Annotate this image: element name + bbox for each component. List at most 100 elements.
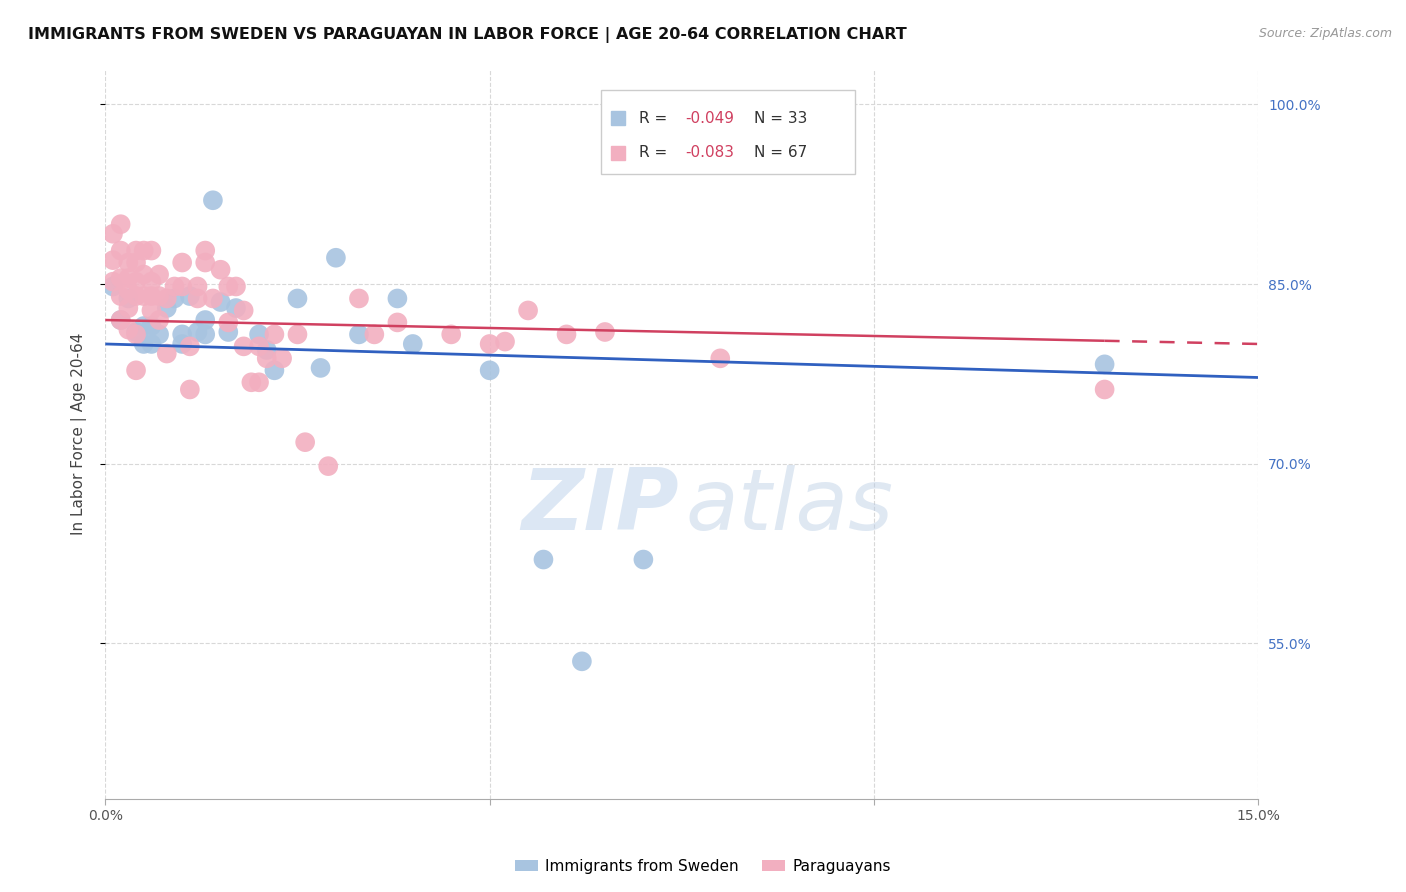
- Text: IMMIGRANTS FROM SWEDEN VS PARAGUAYAN IN LABOR FORCE | AGE 20-64 CORRELATION CHAR: IMMIGRANTS FROM SWEDEN VS PARAGUAYAN IN …: [28, 27, 907, 43]
- Point: [125, 244, 148, 258]
- Point: [232, 303, 254, 318]
- Point: [478, 337, 501, 351]
- Point: [117, 292, 139, 306]
- Point: [247, 339, 270, 353]
- Point: [125, 363, 148, 377]
- Y-axis label: In Labor Force | Age 20-64: In Labor Force | Age 20-64: [72, 333, 87, 535]
- Point: [287, 292, 309, 306]
- FancyBboxPatch shape: [602, 90, 855, 175]
- Point: [402, 337, 425, 351]
- Point: [110, 313, 132, 327]
- Point: [770, 97, 793, 112]
- Point: [240, 376, 263, 390]
- Point: [148, 313, 170, 327]
- Text: N = 33: N = 33: [755, 111, 808, 126]
- Point: [101, 275, 124, 289]
- Point: [125, 289, 148, 303]
- Point: [163, 292, 186, 306]
- Point: [110, 217, 132, 231]
- Point: [347, 292, 370, 306]
- Point: [132, 318, 155, 333]
- Text: -0.049: -0.049: [685, 111, 734, 126]
- Point: [186, 292, 208, 306]
- Point: [132, 268, 155, 282]
- Point: [387, 315, 409, 329]
- Point: [101, 279, 124, 293]
- Point: [225, 301, 247, 315]
- Text: N = 67: N = 67: [755, 145, 807, 160]
- Point: [156, 292, 179, 306]
- Point: [141, 289, 163, 303]
- Point: [440, 327, 463, 342]
- Point: [117, 255, 139, 269]
- Point: [225, 279, 247, 293]
- Point: [172, 279, 194, 293]
- Point: [555, 327, 578, 342]
- Point: [209, 295, 232, 310]
- Point: [172, 255, 194, 269]
- Point: [110, 244, 132, 258]
- Point: [633, 552, 655, 566]
- Point: [117, 323, 139, 337]
- Point: [172, 327, 194, 342]
- Point: [141, 318, 163, 333]
- Point: [141, 337, 163, 351]
- Point: [247, 376, 270, 390]
- Text: R =: R =: [640, 145, 672, 160]
- Legend: Immigrants from Sweden, Paraguayans: Immigrants from Sweden, Paraguayans: [509, 853, 897, 880]
- Text: atlas: atlas: [685, 466, 893, 549]
- Point: [325, 251, 347, 265]
- Point: [494, 334, 516, 349]
- Point: [132, 337, 155, 351]
- Point: [179, 383, 201, 397]
- Point: [179, 289, 201, 303]
- Point: [194, 327, 217, 342]
- Point: [125, 275, 148, 289]
- Point: [141, 275, 163, 289]
- Point: [709, 351, 731, 366]
- Point: [110, 271, 132, 285]
- Point: [156, 346, 179, 360]
- Point: [132, 244, 155, 258]
- Point: [194, 244, 217, 258]
- Point: [201, 292, 224, 306]
- Point: [141, 244, 163, 258]
- Point: [148, 268, 170, 282]
- Point: [110, 289, 132, 303]
- Point: [217, 279, 239, 293]
- Point: [217, 325, 239, 339]
- Point: [271, 351, 294, 366]
- Text: ZIP: ZIP: [520, 466, 678, 549]
- Point: [316, 459, 339, 474]
- Point: [263, 363, 285, 377]
- Point: [125, 255, 148, 269]
- Point: [132, 289, 155, 303]
- Point: [186, 325, 208, 339]
- Point: [1094, 357, 1116, 371]
- Point: [163, 279, 186, 293]
- Point: [517, 303, 540, 318]
- Point: [571, 654, 593, 668]
- Point: [148, 289, 170, 303]
- Point: [179, 339, 201, 353]
- Point: [363, 327, 385, 342]
- Point: [117, 283, 139, 297]
- Point: [1094, 383, 1116, 397]
- Text: Source: ZipAtlas.com: Source: ZipAtlas.com: [1258, 27, 1392, 40]
- Point: [263, 327, 285, 342]
- Point: [387, 292, 409, 306]
- Point: [194, 313, 217, 327]
- Point: [533, 552, 555, 566]
- Point: [101, 253, 124, 268]
- Point: [172, 337, 194, 351]
- Point: [117, 271, 139, 285]
- Point: [294, 435, 316, 450]
- Point: [117, 301, 139, 315]
- Point: [247, 327, 270, 342]
- Point: [201, 194, 224, 208]
- Point: [125, 327, 148, 342]
- Point: [141, 303, 163, 318]
- Point: [287, 327, 309, 342]
- Point: [186, 279, 208, 293]
- Point: [217, 315, 239, 329]
